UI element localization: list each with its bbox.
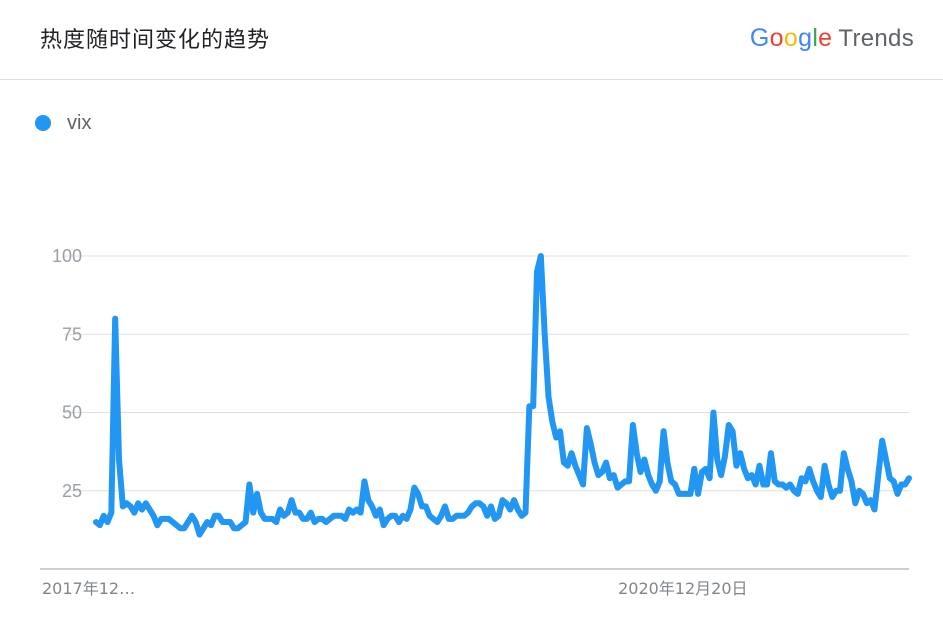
- trends-wordmark: Trends: [838, 25, 914, 52]
- google-letter: o: [769, 24, 784, 52]
- y-tick-label: 100: [52, 246, 82, 266]
- legend-marker: [35, 115, 51, 131]
- header: 热度随时间变化的趋势 Google Trends: [0, 0, 943, 80]
- google-wordmark: Google: [750, 24, 832, 52]
- legend-label-vix: vix: [67, 111, 92, 134]
- google-letter: e: [818, 24, 833, 52]
- google-letter: G: [749, 24, 770, 52]
- google-letter: l: [812, 24, 819, 52]
- y-tick-label: 25: [62, 481, 82, 501]
- page-title: 热度随时间变化的趋势: [40, 28, 271, 53]
- x-tick-label: 2017年12…: [42, 579, 135, 598]
- chart-legend: vix: [35, 112, 91, 134]
- google-letter: g: [798, 24, 813, 52]
- google-letter: o: [783, 24, 799, 52]
- y-tick-label: 75: [62, 324, 82, 344]
- series-line-vix: [93, 253, 912, 538]
- y-tick-label: 50: [62, 403, 82, 423]
- google-trends-logo[interactable]: Google Trends: [750, 24, 914, 53]
- x-tick-label: 2020年12月20日: [618, 579, 747, 598]
